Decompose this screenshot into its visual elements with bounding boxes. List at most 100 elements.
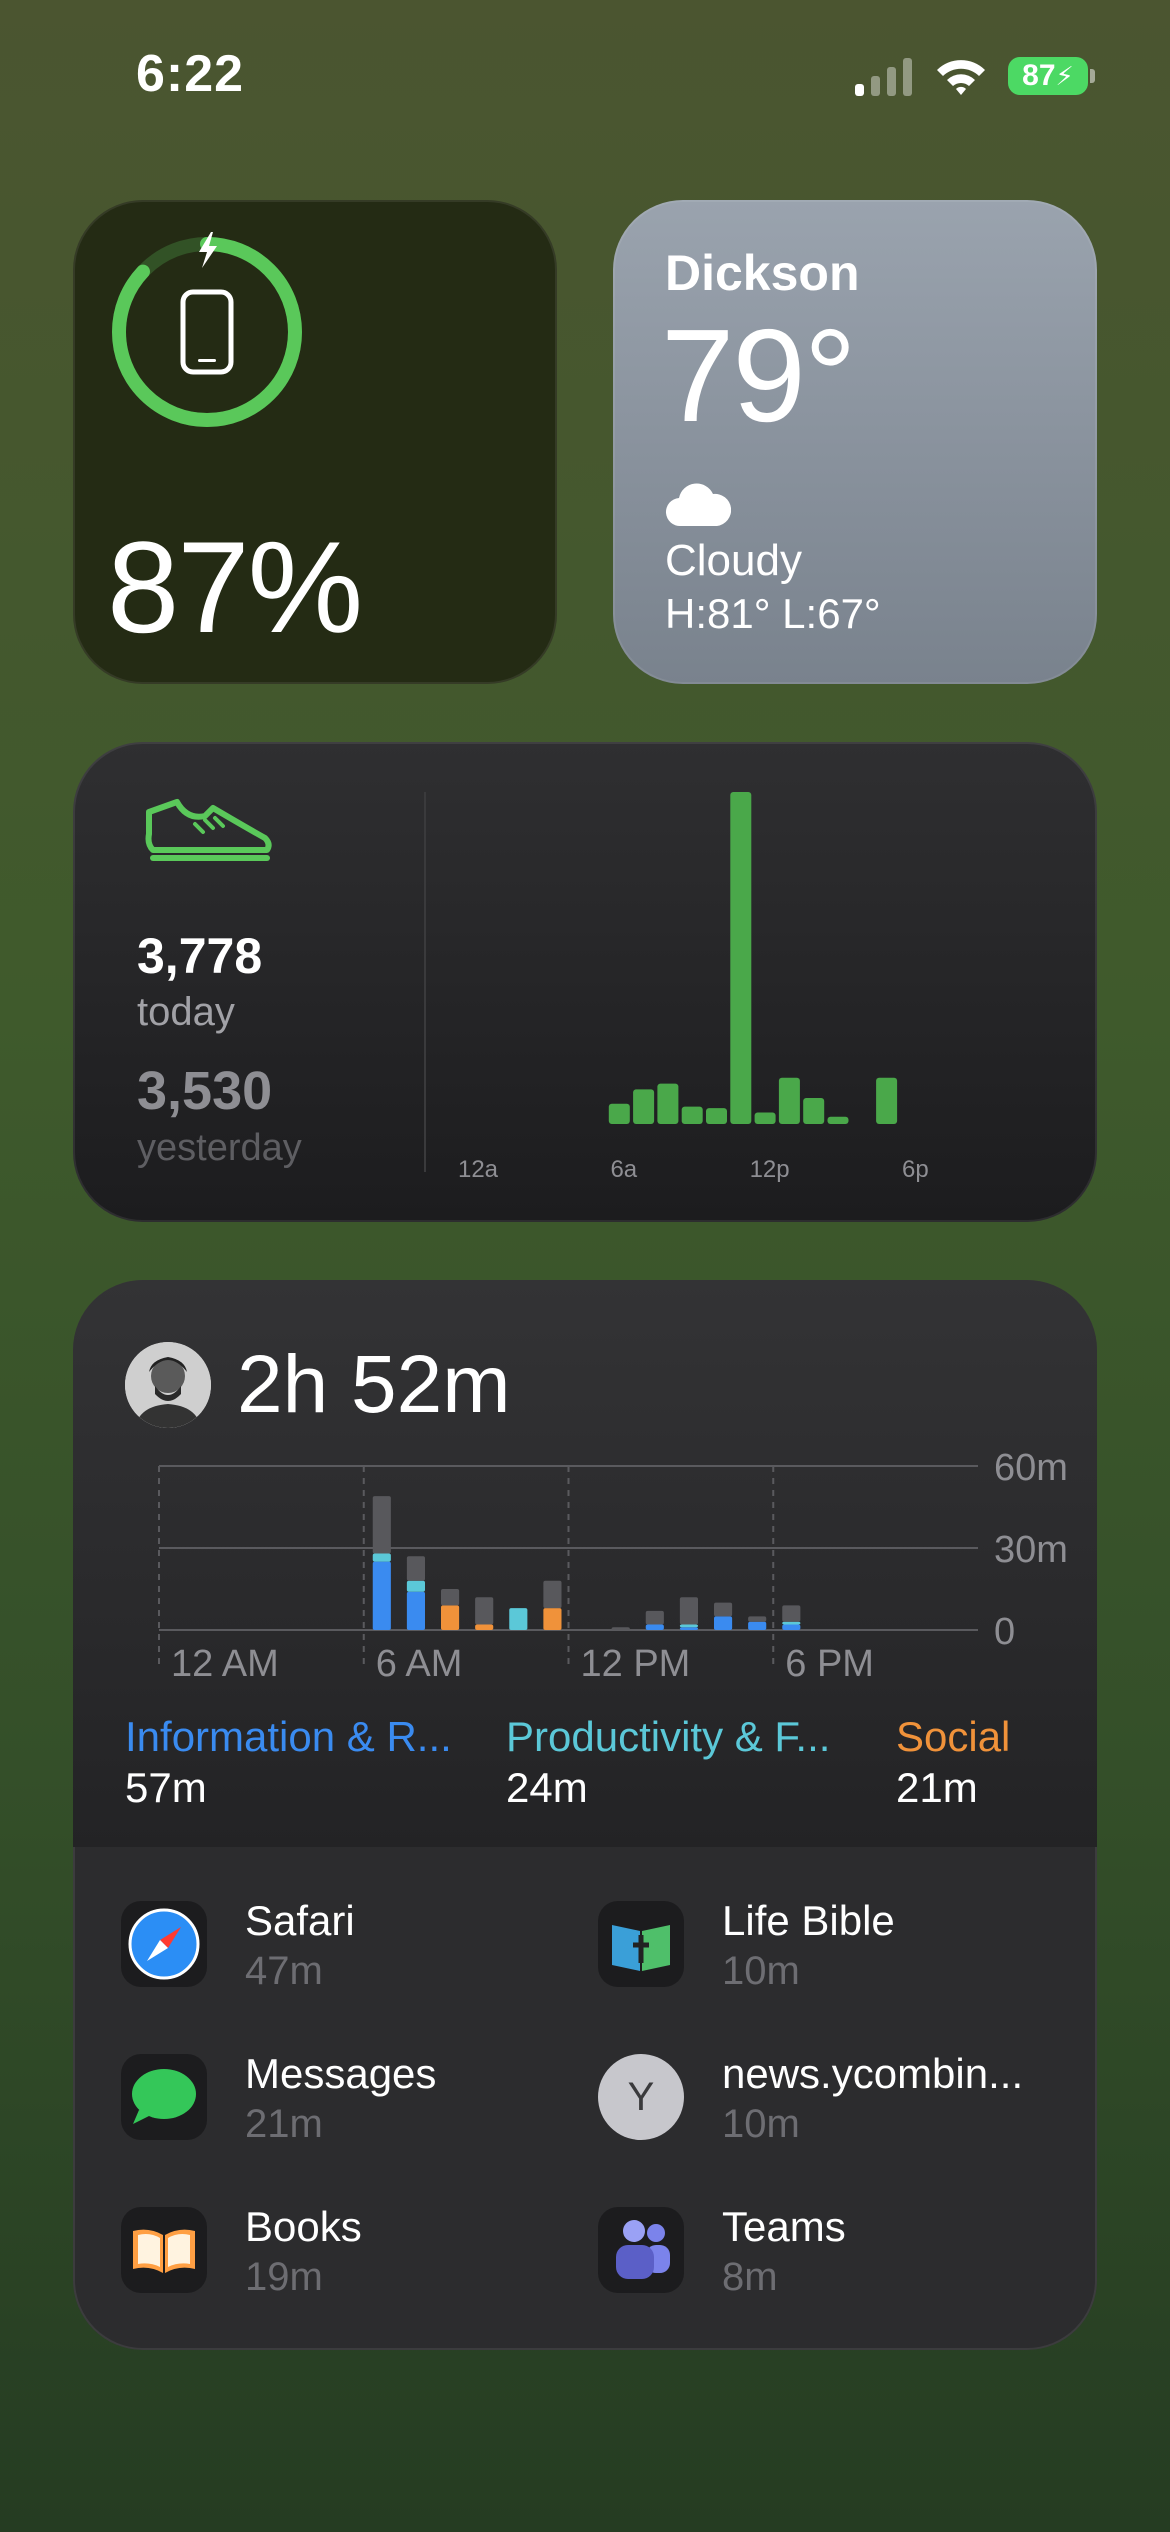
app-item-messages[interactable]: Messages 21m — [121, 2050, 601, 2164]
screen-time-bar-segment — [543, 1580, 562, 1609]
app-time: 19m — [245, 2255, 323, 2299]
steps-x-tick: 12a — [458, 1156, 499, 1183]
status-time: 6:22 — [136, 45, 245, 103]
y-axis-label: 30m — [994, 1529, 1068, 1571]
status-bar: 6:22 87 ⚡ — [0, 0, 1170, 150]
bible-icon — [598, 1901, 684, 1987]
app-item-safari[interactable]: Safari 47m — [121, 1897, 601, 2011]
steps-bar — [803, 1098, 825, 1124]
steps-today-value: 3,778 — [137, 928, 263, 984]
app-time: 10m — [722, 1949, 800, 1993]
steps-yesterday-label: yesterday — [137, 1127, 302, 1169]
app-time: 8m — [722, 2255, 778, 2299]
screen-time-bar-segment — [748, 1616, 767, 1622]
battery-ring — [112, 232, 302, 427]
steps-bar — [608, 1103, 630, 1124]
books-icon — [121, 2207, 207, 2293]
screen-time-widget[interactable]: 2h 52m 60m 30m 0 12 AM 6 AM 12 PM 6 PM Informa… — [73, 1280, 1097, 2350]
steps-yesterday-value: 3,530 — [137, 1061, 273, 1121]
avatar — [125, 1342, 211, 1428]
app-item-hacker-news[interactable]: Y news.ycombin... 10m — [598, 2050, 1078, 2164]
shoe-icon — [145, 799, 272, 861]
weather-widget[interactable]: Dickson 79° Cloudy H:81° L:67° — [613, 200, 1097, 684]
screen-time-bar-segment — [714, 1602, 733, 1617]
app-time: 47m — [245, 1949, 323, 1993]
screen-time-chart: 60m 30m 0 12 AM 6 AM 12 PM 6 PM — [158, 1450, 1068, 1685]
messages-icon — [121, 2054, 207, 2140]
app-item-life-bible[interactable]: Life Bible 10m — [598, 1897, 1078, 2011]
x-axis-label: 6 PM — [785, 1643, 874, 1685]
charging-bolt-icon — [199, 232, 217, 268]
category-productivity-label: Productivity & F... — [506, 1713, 831, 1760]
category-information-value: 57m — [125, 1764, 207, 1811]
screen-time-summary: 2h 52m 60m 30m 0 12 AM 6 AM 12 PM 6 PM Informa… — [73, 1280, 1097, 1847]
steps-bar — [681, 1106, 703, 1124]
screen-time-bar-segment — [372, 1561, 391, 1630]
battery-widget[interactable]: 87% — [73, 200, 557, 684]
steps-x-tick: 6p — [902, 1156, 929, 1183]
steps-bar — [778, 1077, 800, 1124]
app-time: 10m — [722, 2102, 800, 2146]
screen-time-bar-segment — [372, 1496, 391, 1554]
app-name: Safari — [245, 1897, 355, 1944]
app-name: Books — [245, 2203, 362, 2250]
app-item-teams[interactable]: Teams 8m — [598, 2203, 1078, 2317]
weather-temperature: 79° — [661, 302, 857, 449]
screen-time-bar-segment — [782, 1624, 801, 1630]
steps-bar — [657, 1083, 679, 1124]
screen-time-bar-segment — [679, 1627, 698, 1630]
screen-time-bar-segment — [372, 1553, 391, 1562]
teams-icon — [598, 2207, 684, 2293]
screen-time-bar-segment — [611, 1627, 630, 1630]
screen-time-bar-segment — [543, 1608, 562, 1630]
screen-time-bar-segment — [679, 1624, 698, 1628]
weather-high-low: H:81° L:67° — [665, 590, 881, 637]
steps-bar — [827, 1116, 849, 1124]
screen-time-bar-segment — [406, 1556, 425, 1581]
safari-icon — [121, 1901, 207, 1987]
x-axis-label: 12 AM — [171, 1643, 279, 1685]
screen-time-bar-segment — [714, 1616, 733, 1630]
cellular-signal-icon — [855, 58, 912, 96]
y-axis-label: 60m — [994, 1450, 1068, 1489]
steps-bar — [706, 1108, 727, 1124]
steps-x-tick: 12p — [750, 1156, 790, 1183]
app-name: Messages — [245, 2050, 437, 2097]
screen-time-bar-segment — [441, 1589, 460, 1606]
screen-time-total: 2h 52m — [237, 1339, 511, 1430]
avatar-photo — [125, 1342, 211, 1428]
app-name: Life Bible — [722, 1897, 895, 1944]
charging-bolt-icon: ⚡ — [1055, 60, 1074, 91]
screen-time-bar-segment — [679, 1597, 698, 1625]
weather-city: Dickson — [665, 245, 860, 301]
screen-time-bar-segment — [782, 1605, 801, 1622]
category-information-label: Information & R... — [125, 1713, 452, 1760]
y-letter: Y — [627, 2075, 655, 2119]
screen-time-bar-segment — [475, 1624, 494, 1630]
x-axis-label: 12 PM — [581, 1643, 691, 1685]
y-letter-icon: Y — [598, 2054, 684, 2140]
steps-x-tick: 6a — [610, 1156, 637, 1183]
app-name: news.ycombin... — [722, 2050, 1024, 2097]
steps-chart: 12a 6a 12p 6p — [424, 792, 929, 1183]
battery-indicator: 87 ⚡ — [1008, 57, 1088, 95]
weather-condition: Cloudy — [665, 536, 802, 585]
steps-bar — [876, 1077, 898, 1124]
app-name: Teams — [722, 2203, 846, 2250]
screen-time-bar-segment — [441, 1605, 460, 1630]
category-social-label: Social — [896, 1713, 1011, 1760]
iphone-icon — [180, 289, 234, 375]
steps-bar — [633, 1089, 655, 1124]
screen-time-bar-segment — [748, 1621, 767, 1630]
app-item-books[interactable]: Books 19m — [121, 2203, 601, 2317]
steps-today-label: today — [137, 990, 235, 1034]
steps-widget[interactable]: 3,778 today 3,530 yesterday 12a 6a 12p 6p — [73, 742, 1097, 1222]
screen-time-bar-segment — [782, 1621, 801, 1625]
steps-bar — [730, 792, 752, 1124]
y-axis-label: 0 — [994, 1611, 1015, 1653]
screen-time-bar-segment — [645, 1624, 664, 1630]
screen-time-bar-segment — [475, 1597, 494, 1625]
x-axis-label: 6 AM — [376, 1643, 463, 1685]
app-usage-list: Safari 47m Life Bible 10m — [73, 1847, 1097, 2350]
battery-status-level: 87 — [1022, 59, 1056, 92]
